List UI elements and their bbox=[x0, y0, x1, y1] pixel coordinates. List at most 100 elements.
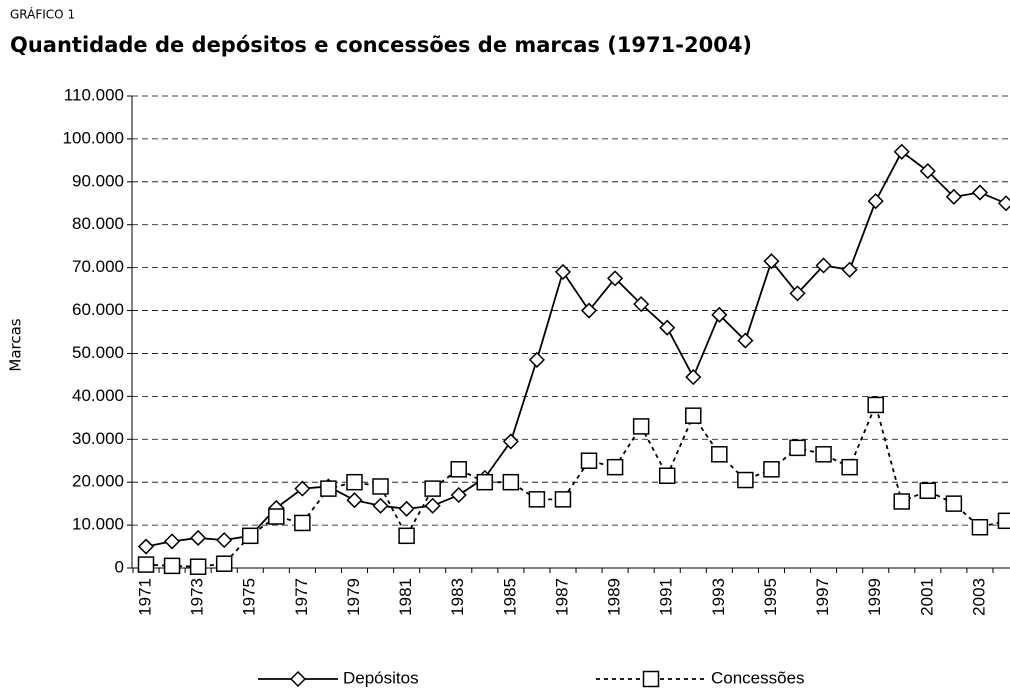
marker bbox=[554, 263, 572, 280]
y-tick-label: 50.000 bbox=[72, 343, 124, 362]
marker bbox=[632, 418, 650, 435]
x-tick-label: 1989 bbox=[605, 578, 624, 616]
marker bbox=[528, 491, 546, 508]
y-tick-label: 40.000 bbox=[72, 386, 124, 405]
marker bbox=[841, 458, 858, 476]
y-tick-label: 70.000 bbox=[72, 257, 124, 276]
marker bbox=[215, 555, 233, 572]
marker bbox=[190, 529, 207, 547]
marker bbox=[658, 467, 676, 484]
marker bbox=[372, 478, 389, 495]
marker bbox=[633, 296, 650, 313]
marker bbox=[685, 407, 702, 424]
marker bbox=[398, 527, 415, 545]
marker bbox=[815, 446, 832, 463]
y-tick-label: 80.000 bbox=[72, 214, 124, 233]
marker bbox=[997, 195, 1010, 212]
marker bbox=[268, 508, 285, 525]
y-tick-label: 20.000 bbox=[72, 472, 124, 491]
x-tick-label: 1975 bbox=[240, 578, 259, 616]
x-tick-label: 1981 bbox=[396, 578, 415, 616]
marker bbox=[320, 480, 337, 497]
y-tick-label: 10.000 bbox=[72, 515, 124, 534]
x-tick-label: 1979 bbox=[344, 578, 363, 616]
marker bbox=[971, 184, 988, 201]
marker bbox=[528, 351, 545, 368]
marker bbox=[945, 495, 963, 512]
y-axis-label: Marcas bbox=[7, 318, 25, 371]
marker bbox=[919, 482, 937, 500]
marker bbox=[502, 473, 520, 491]
y-tick-label: 100.000 bbox=[63, 128, 124, 147]
legend-marker bbox=[642, 670, 660, 688]
kicker: GRÁFICO 1 bbox=[10, 7, 75, 22]
marker bbox=[971, 518, 989, 536]
marker bbox=[450, 461, 467, 478]
marker bbox=[372, 497, 389, 514]
legend-label: Concessões bbox=[711, 668, 805, 687]
marker bbox=[346, 492, 363, 509]
marker bbox=[137, 538, 155, 555]
marker bbox=[763, 461, 780, 478]
marker bbox=[711, 446, 728, 463]
marker bbox=[189, 558, 207, 575]
marker bbox=[815, 257, 832, 274]
marker bbox=[580, 452, 598, 469]
y-tick-label: 110.000 bbox=[64, 85, 124, 104]
marker bbox=[893, 143, 910, 160]
marker bbox=[502, 433, 519, 450]
marker bbox=[450, 486, 467, 504]
marker bbox=[867, 193, 884, 210]
marker bbox=[216, 532, 233, 549]
marker bbox=[893, 493, 910, 510]
x-tick-label: 1993 bbox=[709, 578, 728, 616]
x-tick-label: 1985 bbox=[500, 578, 519, 616]
y-tick-label: 90.000 bbox=[72, 171, 124, 190]
legend-label: Depósitos bbox=[343, 668, 419, 687]
marker bbox=[398, 500, 415, 517]
x-tick-label: 1991 bbox=[657, 578, 676, 616]
marker bbox=[919, 163, 936, 180]
marker bbox=[424, 480, 441, 497]
marker bbox=[137, 556, 155, 573]
marker bbox=[737, 332, 754, 349]
y-tick-label: 60.000 bbox=[72, 300, 124, 319]
marker bbox=[685, 368, 702, 386]
marker bbox=[163, 533, 181, 550]
x-tick-label: 1973 bbox=[188, 578, 207, 616]
x-tick-label: 1983 bbox=[448, 578, 467, 616]
x-tick-label: 2003 bbox=[969, 578, 988, 616]
x-tick-label: 1997 bbox=[813, 578, 832, 616]
marker bbox=[241, 527, 259, 545]
x-tick-label: 1987 bbox=[552, 578, 571, 616]
marker bbox=[711, 306, 728, 323]
marker bbox=[659, 319, 676, 336]
marker bbox=[476, 473, 494, 491]
marker bbox=[606, 458, 624, 476]
marker bbox=[867, 396, 884, 414]
marker bbox=[163, 557, 181, 575]
marker bbox=[294, 514, 311, 532]
x-tick-label: 1971 bbox=[135, 578, 154, 616]
y-tick-label: 0 bbox=[115, 557, 124, 576]
legend-marker bbox=[289, 670, 307, 688]
marker bbox=[789, 285, 806, 302]
x-tick-label: 2001 bbox=[917, 578, 936, 616]
marker bbox=[424, 497, 441, 514]
marker bbox=[789, 439, 806, 457]
x-tick-label: 1995 bbox=[761, 578, 780, 616]
marker bbox=[841, 261, 858, 278]
marker bbox=[294, 480, 311, 497]
marker bbox=[997, 512, 1010, 530]
marker bbox=[763, 253, 780, 270]
marker bbox=[945, 188, 962, 205]
marker bbox=[737, 471, 754, 489]
series-line bbox=[145, 402, 1007, 568]
marker bbox=[580, 302, 598, 319]
x-tick-label: 1977 bbox=[292, 578, 311, 616]
marker bbox=[607, 270, 624, 287]
marker bbox=[346, 473, 363, 491]
y-tick-label: 30.000 bbox=[72, 429, 124, 448]
marker bbox=[554, 491, 572, 508]
